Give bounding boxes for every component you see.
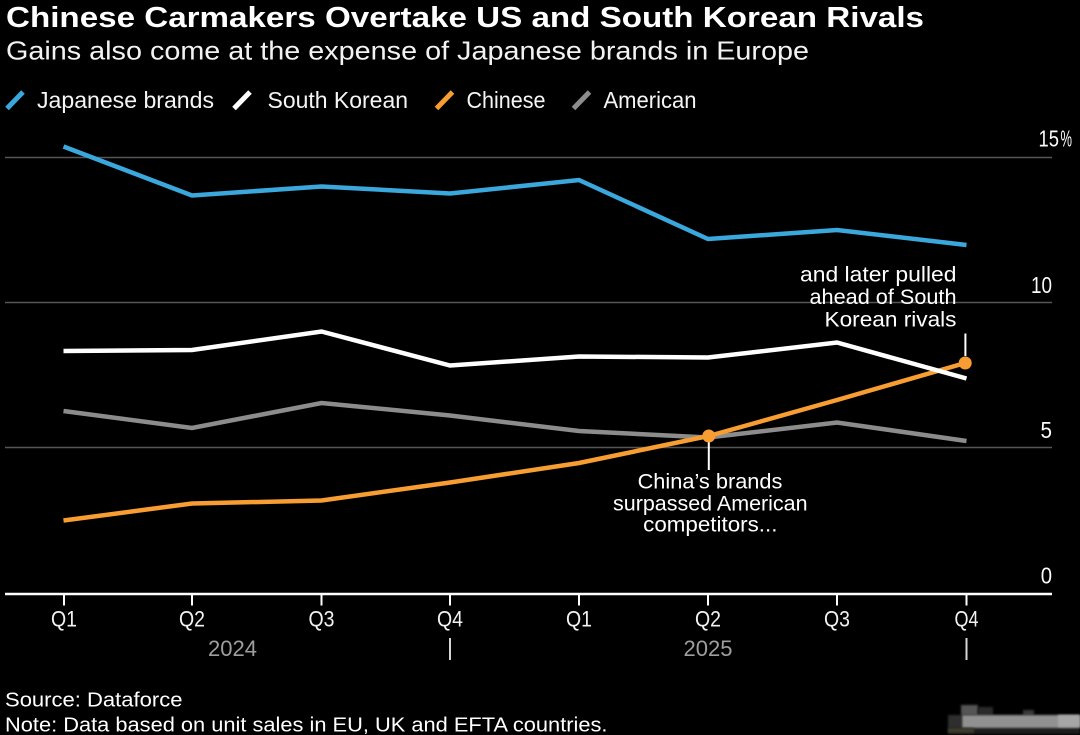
svg-text:2024: 2024 bbox=[208, 636, 257, 661]
svg-text:Note: Data based on unit sales: Note: Data based on unit sales in EU, UK… bbox=[5, 714, 608, 735]
svg-text:Source: Dataforce: Source: Dataforce bbox=[5, 688, 182, 711]
svg-text:and later pulled: and later pulled bbox=[800, 263, 957, 287]
svg-text:Q2: Q2 bbox=[695, 607, 721, 632]
svg-text:Korean rivals: Korean rivals bbox=[825, 308, 957, 332]
svg-text:Q1: Q1 bbox=[566, 607, 592, 632]
svg-text:2025: 2025 bbox=[684, 636, 733, 661]
svg-text:surpassed American: surpassed American bbox=[613, 492, 808, 516]
svg-text:Q4: Q4 bbox=[437, 607, 463, 632]
svg-text:%: % bbox=[1061, 126, 1073, 152]
svg-text:15: 15 bbox=[1039, 126, 1060, 152]
svg-text:American: American bbox=[604, 87, 697, 113]
svg-text:Gains also come at the expense: Gains also come at the expense of Japane… bbox=[6, 35, 809, 65]
svg-text:Q1: Q1 bbox=[51, 607, 77, 632]
svg-text:Q3: Q3 bbox=[309, 607, 335, 632]
svg-text:Q2: Q2 bbox=[179, 607, 205, 632]
svg-text:competitors...: competitors... bbox=[643, 513, 777, 537]
svg-text:Chinese: Chinese bbox=[467, 87, 546, 113]
svg-text:China’s brands: China’s brands bbox=[638, 470, 783, 494]
svg-text:South Korean: South Korean bbox=[268, 87, 409, 113]
svg-text:10: 10 bbox=[1031, 272, 1052, 298]
svg-text:Q3: Q3 bbox=[824, 607, 850, 632]
svg-text:Q4: Q4 bbox=[955, 607, 979, 632]
svg-text:Japanese brands: Japanese brands bbox=[37, 87, 214, 113]
svg-text:0: 0 bbox=[1041, 563, 1052, 589]
svg-text:ahead of South: ahead of South bbox=[810, 285, 957, 309]
svg-text:5: 5 bbox=[1041, 417, 1053, 443]
svg-text:Chinese Carmakers Overtake US: Chinese Carmakers Overtake US and South … bbox=[6, 2, 924, 34]
